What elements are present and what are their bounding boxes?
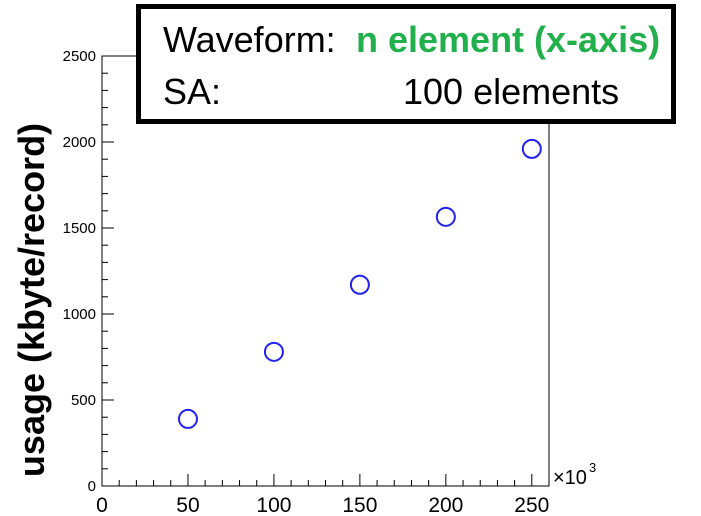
legend-value-sa: 100 elements (403, 71, 620, 112)
data-point (177, 408, 198, 429)
data-point (435, 206, 456, 227)
legend-box: Waveform: n element (x-axis) SA: 100 ele… (136, 4, 676, 124)
x-tick-label: 100 (256, 494, 291, 516)
y-tick-label: 2500 (63, 48, 96, 65)
legend-value-waveform: n element (x-axis) (356, 19, 661, 60)
x-tick-label: 50 (176, 494, 199, 516)
x-tick-label: 250 (514, 494, 549, 516)
x-exponent-power: 3 (589, 460, 596, 475)
data-point (521, 138, 542, 159)
data-point (263, 341, 284, 362)
x-tick-label: 200 (428, 494, 463, 516)
legend-row-sa: SA: 100 elements (163, 71, 619, 113)
legend-label-waveform: Waveform: (163, 19, 336, 60)
data-point (349, 274, 370, 295)
legend-label-sa: SA: (163, 71, 222, 112)
y-tick-label: 0 (88, 478, 96, 495)
y-tick-label: 500 (71, 392, 96, 409)
y-tick-label: 1000 (63, 306, 96, 323)
legend-row-waveform: Waveform: n element (x-axis) (163, 19, 660, 61)
x-tick-label: 150 (342, 494, 377, 516)
y-tick-label: 2000 (63, 134, 96, 151)
y-axis-label: usage (kbyte/record) (11, 122, 52, 478)
x-exponent-label: ×10 (553, 467, 587, 489)
x-tick-label: 0 (96, 494, 108, 516)
y-tick-label: 1500 (63, 220, 96, 237)
